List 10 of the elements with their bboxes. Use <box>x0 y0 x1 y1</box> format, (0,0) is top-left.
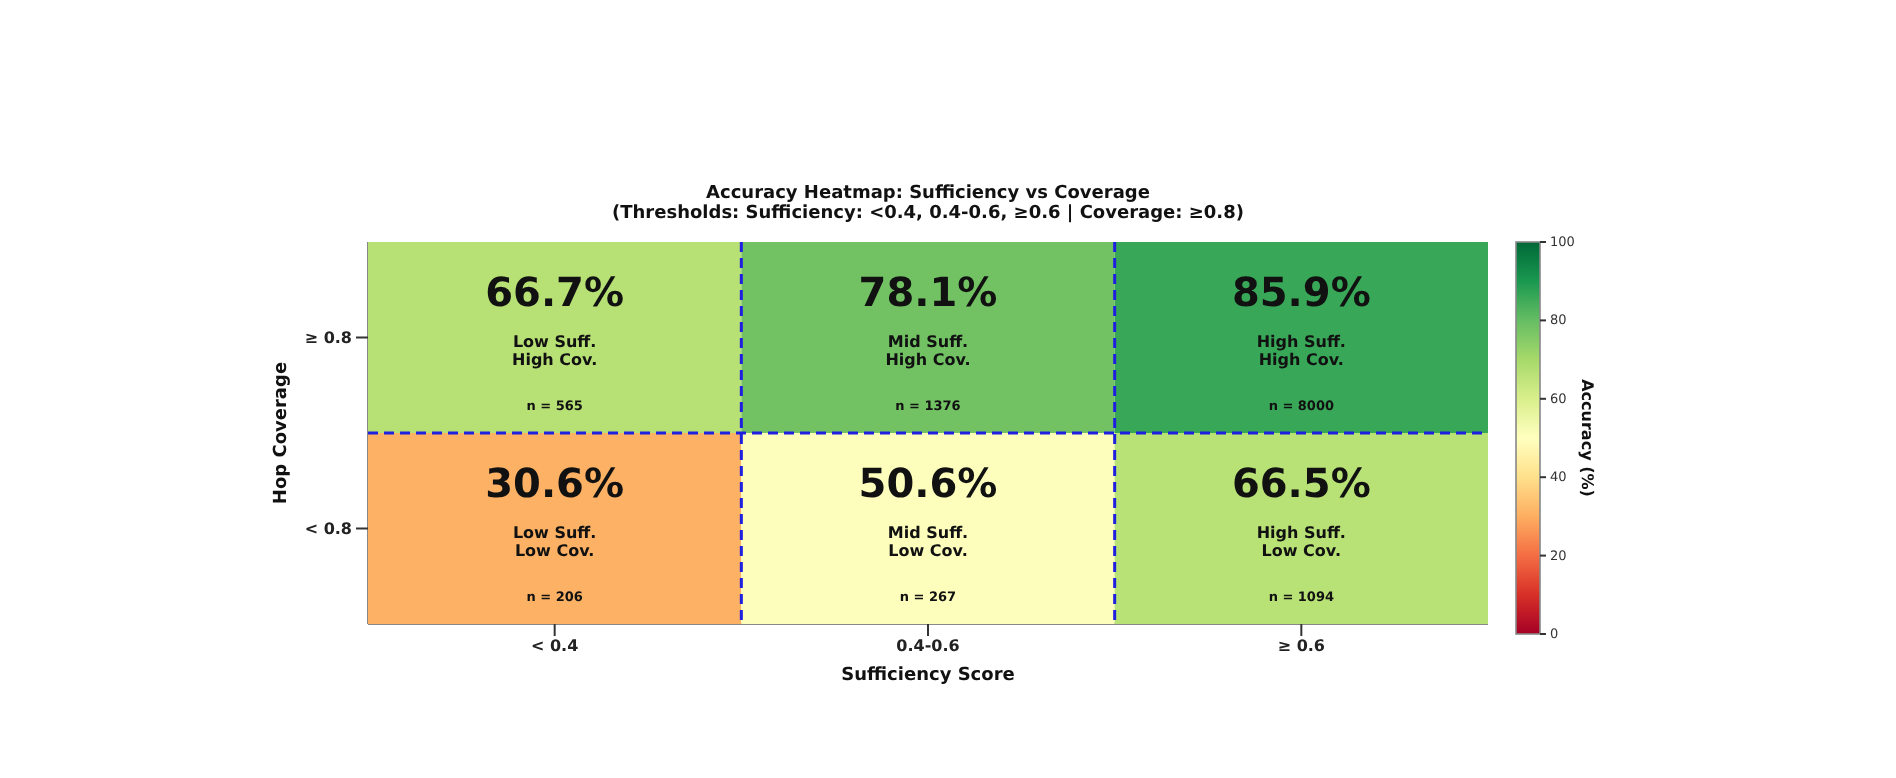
x-tick-label: < 0.4 <box>530 637 580 656</box>
y-tick-label: ≥ 0.8 <box>304 329 353 348</box>
x-tick-label: ≥ 0.6 <box>1277 637 1326 656</box>
y-tick-label: < 0.8 <box>304 520 353 539</box>
chart-title: Accuracy Heatmap: Sufficiency vs Coverage <box>706 184 1150 204</box>
chart-subtitle: (Thresholds: Sufficiency: <0.4, 0.4-0.6, ≥0.6 | Coverage: ≥0.8) <box>612 204 1244 224</box>
color-bar-title: Accuracy (%) <box>1578 379 1596 497</box>
y-axis-title: Hop Coverage <box>272 361 293 505</box>
x-tick-label: 0.4-0.6 <box>896 637 961 656</box>
x-axis-title: Sufficiency Score <box>841 666 1015 686</box>
